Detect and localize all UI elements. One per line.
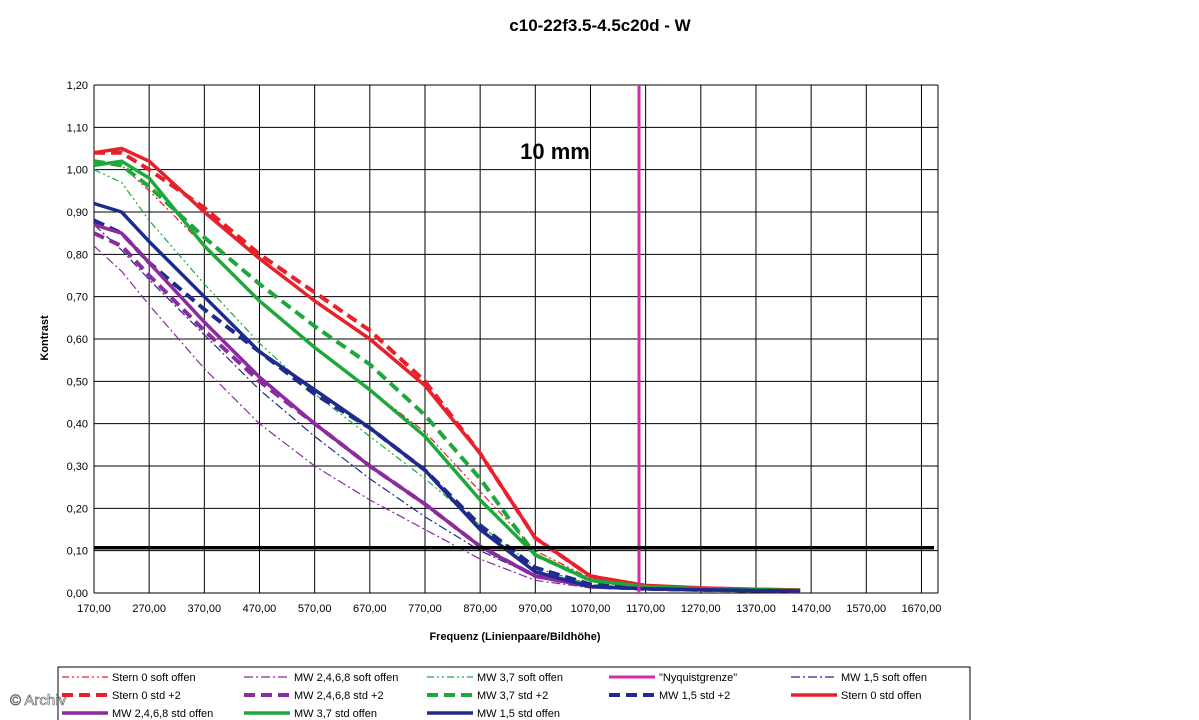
y-tick-label: 0,50 — [67, 376, 88, 388]
series-line — [93, 201, 801, 593]
y-tick-label: 0,40 — [67, 419, 88, 431]
y-tick-label: 1,00 — [67, 165, 88, 177]
legend: Stern 0 soft offen MW 2,4,6,8 soft offen M… — [57, 666, 971, 720]
series-line — [93, 245, 801, 592]
series-line — [93, 218, 801, 593]
x-tick-label: 770,00 — [408, 603, 442, 615]
x-tick-label: 270,00 — [132, 603, 166, 615]
legend-label: MW 1,5 std +2 — [659, 690, 730, 702]
legend-label: MW 2,4,6,8 std +2 — [294, 690, 384, 702]
y-tick-label: 1,20 — [67, 80, 88, 92]
x-tick-label: 1570,00 — [846, 603, 886, 615]
legend-label: "Nyquistgrenze" — [659, 672, 737, 684]
grid — [93, 84, 939, 594]
legend-label: MW 2,4,6,8 std offen — [112, 708, 213, 720]
y-tick-label: 0,00 — [67, 588, 88, 600]
legend-label: MW 2,4,6,8 soft offen — [294, 672, 398, 684]
x-tick-label: 870,00 — [463, 603, 497, 615]
x-tick-label: 470,00 — [243, 603, 277, 615]
x-tick-label: 670,00 — [353, 603, 387, 615]
series-line — [93, 159, 801, 593]
chart-title: c10-22f3.5-4.5c20d - W — [509, 16, 691, 35]
watermark: © Archiv — [10, 692, 67, 709]
annotation-10mm: 10 mm — [520, 139, 590, 164]
axes: 170,00 270,00 370,00 470,00 570,00 670,00 770,… — [67, 80, 942, 615]
y-tick-label: 0,80 — [67, 249, 88, 261]
y-axis-title: Kontrast — [39, 315, 51, 361]
y-tick-label: 0,10 — [67, 546, 88, 558]
legend-label: Stern 0 std +2 — [112, 690, 181, 702]
y-tick-label: 0,20 — [67, 503, 88, 515]
x-tick-label: 1670,00 — [902, 603, 942, 615]
x-tick-label: 1170,00 — [626, 603, 665, 615]
y-tick-label: 1,10 — [67, 122, 88, 134]
x-tick-label: 170,00 — [77, 603, 111, 615]
legend-label: MW 3,7 soft offen — [477, 672, 563, 684]
y-tick-label: 0,60 — [67, 334, 88, 346]
legend-label: MW 1,5 soft offen — [841, 672, 927, 684]
series-line — [93, 169, 801, 592]
legend-label: MW 1,5 std offen — [477, 708, 560, 720]
series-line — [93, 146, 801, 592]
x-tick-label: 370,00 — [187, 603, 221, 615]
x-tick-label: 1070,00 — [571, 603, 611, 615]
series-line — [93, 159, 801, 593]
series-line — [94, 150, 801, 593]
legend-label: Stern 0 std offen — [841, 690, 922, 702]
legend-label: MW 3,7 std +2 — [477, 690, 548, 702]
x-tick-label: 970,00 — [518, 603, 552, 615]
series-line — [93, 160, 801, 592]
x-tick-label: 1470,00 — [791, 603, 831, 615]
y-tick-label: 0,90 — [67, 207, 88, 219]
x-axis-title: Frequenz (Linienpaare/Bildhöhe) — [429, 631, 600, 643]
y-tick-label: 0,30 — [67, 461, 88, 473]
series-layer — [93, 146, 801, 593]
legend-label: MW 3,7 std offen — [294, 708, 377, 720]
x-tick-label: 1270,00 — [681, 603, 721, 615]
reference-lines — [94, 85, 934, 593]
y-tick-label: 0,70 — [67, 292, 88, 304]
x-tick-label: 570,00 — [298, 603, 332, 615]
legend-label: Stern 0 soft offen — [112, 672, 196, 684]
x-tick-label: 1370,00 — [736, 603, 776, 615]
